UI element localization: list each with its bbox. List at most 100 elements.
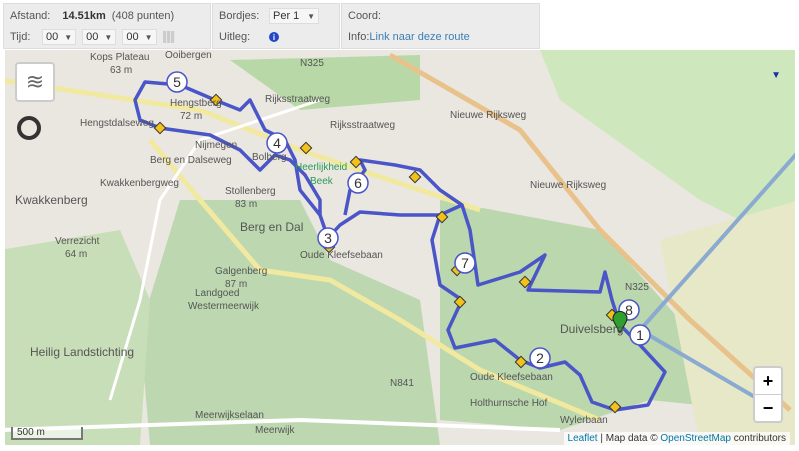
map-tiles: 1 2 3 4 5 6 7 8 — [5, 50, 795, 445]
map-label: Kwakkenbergweg — [100, 178, 179, 189]
leaflet-link[interactable]: Leaflet — [567, 433, 598, 444]
distance-value: 14.51km — [62, 10, 106, 22]
sign-marker-icon[interactable] — [514, 355, 528, 369]
road — [148, 138, 601, 423]
waypoint-number: 1 — [636, 327, 644, 343]
layers-icon: ≋ — [25, 69, 45, 94]
minutes-select[interactable]: 00 ▼ — [82, 29, 117, 45]
zoom-in-button[interactable]: + — [755, 368, 781, 395]
sign-marker-icon[interactable] — [209, 93, 223, 107]
waypoint-circle — [266, 132, 288, 154]
sign-marker-icon[interactable] — [299, 141, 313, 155]
calendar-icon[interactable] — [162, 31, 175, 43]
start-pin-icon[interactable] — [612, 310, 628, 335]
collapse-triangle-icon[interactable]: ▼ — [771, 70, 781, 81]
chevron-down-icon: ▼ — [307, 11, 315, 21]
coord-panel: Coord: Info: Link naar deze route — [341, 3, 540, 49]
map-label: Beek — [310, 176, 333, 187]
signs-panel: Bordjes: Per 1 ▼ Uitleg: i — [212, 3, 340, 49]
attribution: Leaflet | Map data © OpenStreetMap contr… — [563, 432, 790, 445]
sign-marker-icon[interactable] — [453, 295, 467, 309]
map-label: Landgoed — [195, 288, 240, 299]
sign-marker-icon[interactable] — [153, 121, 167, 135]
park-area — [230, 55, 420, 110]
waypoint-circle — [454, 252, 476, 274]
map-label: Berg en Dal — [240, 220, 304, 234]
map-label: Galgenberg — [215, 266, 268, 277]
sign-marker-icon[interactable] — [518, 275, 532, 289]
map-label: Nieuwe Rijksweg — [450, 110, 527, 121]
map-label: Meerwijkselaan — [195, 410, 264, 421]
hours-select[interactable]: 00 ▼ — [42, 29, 77, 45]
signs-select[interactable]: Per 1 ▼ — [269, 8, 319, 24]
waypoint-marker[interactable]: 1 — [629, 324, 651, 346]
distance-panel: Afstand: 14.51km (408 punten) Tijd: 00 ▼ 00… — [3, 3, 211, 49]
waypoint-number: 6 — [354, 175, 362, 191]
route-link[interactable]: Link naar deze route — [369, 31, 470, 43]
waypoint-marker[interactable]: 2 — [529, 347, 551, 369]
map-label: 72 m — [180, 111, 203, 122]
map-label: Nieuwe Rijksweg — [530, 180, 607, 191]
locate-icon[interactable] — [17, 116, 41, 140]
map-label: N841 — [390, 378, 414, 389]
info-icon[interactable]: i — [269, 32, 279, 42]
explain-label: Uitleg: — [219, 31, 251, 43]
map-label: Ooibergen — [165, 50, 212, 61]
map-label: 83 m — [235, 199, 258, 210]
waypoint-circle — [629, 324, 651, 346]
sign-marker-icon[interactable] — [349, 155, 363, 169]
chevron-down-icon: ▼ — [104, 32, 113, 42]
attribution-contrib: contributors — [733, 433, 786, 444]
waypoint-circle — [529, 347, 551, 369]
zoom-out-button[interactable]: − — [762, 397, 774, 418]
waypoint-circle — [166, 71, 188, 93]
chevron-down-icon: ▼ — [64, 32, 73, 42]
distance-label: Afstand: — [10, 10, 51, 22]
coord-label: Coord: — [348, 10, 382, 22]
map-label: Duivelsberg — [560, 322, 624, 336]
map-label: N325 — [300, 58, 324, 69]
map-label: Oude Kleefsebaan — [300, 250, 383, 261]
map-label: Stollenberg — [225, 186, 276, 197]
waypoint-circle — [347, 172, 369, 194]
road — [5, 417, 561, 432]
waypoint-marker[interactable]: 7 — [454, 252, 476, 274]
map-label: Kops Plateau — [90, 52, 150, 63]
sign-marker-icon[interactable] — [435, 210, 449, 224]
map-label: Hengstberg — [170, 98, 222, 109]
map-label: 87 m — [225, 279, 248, 290]
map-label: 64 m — [65, 249, 88, 260]
info-label: Info: — [348, 31, 370, 43]
waypoint-marker[interactable]: 5 — [166, 71, 188, 93]
map-label: Hengstdalseweg — [80, 118, 154, 129]
map-label: Heerlijkheid — [295, 162, 348, 173]
map-label: Verrezicht — [55, 236, 100, 247]
signs-value: Per 1 — [273, 10, 300, 22]
map-label: Meerwijk — [255, 425, 295, 436]
map-label: Rijksstraatweg — [330, 120, 396, 131]
field-area — [540, 50, 795, 248]
minutes-value: 00 — [86, 31, 99, 43]
seconds-select[interactable]: 00 ▼ — [122, 29, 157, 45]
waypoint-number: 4 — [273, 135, 281, 151]
sign-marker-icon[interactable] — [408, 170, 422, 184]
map-label: Bolberg — [252, 152, 287, 163]
scale-bar: 500 m — [11, 427, 83, 440]
waypoint-marker[interactable]: 3 — [317, 227, 339, 249]
sign-marker-icon[interactable] — [608, 400, 622, 414]
chevron-down-icon: ▼ — [144, 32, 153, 42]
osm-link[interactable]: OpenStreetMap — [660, 433, 731, 444]
forest-area — [140, 200, 440, 445]
waypoint-marker[interactable]: 4 — [266, 132, 288, 154]
layers-button[interactable]: ≋ — [15, 62, 55, 102]
waypoint-number: 8 — [625, 302, 633, 318]
map-label: Westermeerwijk — [188, 301, 259, 312]
road — [388, 52, 792, 412]
seconds-value: 00 — [126, 31, 139, 43]
waypoint-marker[interactable]: 6 — [347, 172, 369, 194]
map-label: Kwakkenberg — [15, 193, 88, 207]
waypoint-circle — [317, 227, 339, 249]
map-label: Oude Kleefsebaan — [470, 372, 553, 383]
map[interactable]: 1 2 3 4 5 6 7 8 Kops Plateau 63 m Ooibergen N325 Ri… — [5, 50, 795, 445]
forest-area — [440, 200, 760, 430]
